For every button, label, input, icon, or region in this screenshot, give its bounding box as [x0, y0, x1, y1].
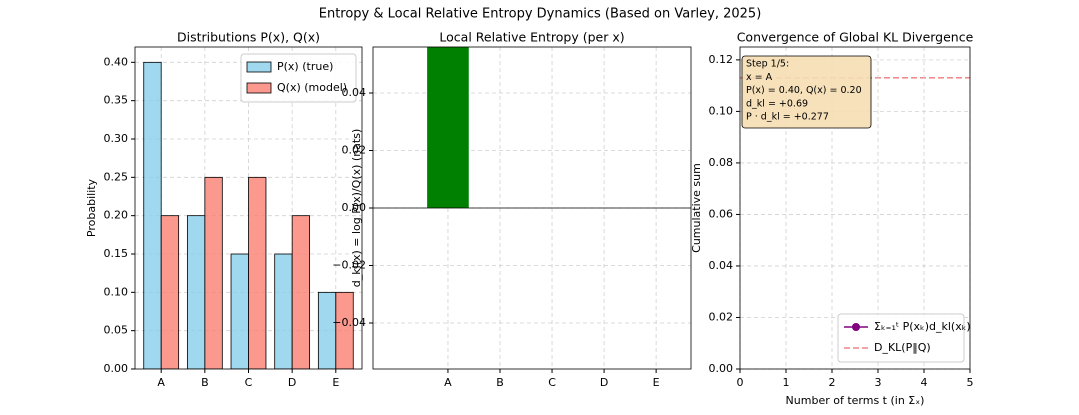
x-tick-label: 4	[921, 376, 928, 389]
y-axis-label: Cumulative sum	[690, 163, 703, 253]
chart-title: Distributions P(x), Q(x)	[177, 30, 320, 45]
x-tick-label: 5	[967, 376, 974, 389]
axes-frame	[134, 46, 363, 370]
x-tick-label: 3	[875, 376, 882, 389]
bar	[204, 176, 223, 369]
x-axis-label: Number of terms t (in Σₓ)	[786, 394, 925, 407]
annotation-text: P · d_kl = +0.277	[746, 112, 829, 123]
bar	[274, 253, 293, 369]
y-tick-label: 0.04	[709, 259, 734, 272]
bar	[186, 215, 206, 369]
y-tick-label: 0.10	[104, 285, 129, 298]
legend-label: D_KL(P‖Q)	[874, 341, 931, 354]
annotation-text: d_kl = +0.69	[746, 98, 808, 109]
x-tick-label: 2	[829, 376, 836, 389]
x-tick-label: C	[548, 376, 556, 389]
y-tick-label: 0.00	[709, 362, 734, 375]
bar	[317, 291, 337, 369]
x-tick-label: 1	[783, 376, 790, 389]
legend-box	[837, 313, 965, 363]
bar	[143, 61, 162, 369]
plot-area	[373, 47, 691, 369]
bar	[291, 215, 311, 369]
chart-title: Local Relative Entropy (per x)	[439, 30, 624, 45]
x-tick-label: D	[600, 376, 608, 389]
x-tick-label: B	[201, 376, 209, 389]
chart-title: Convergence of Global KL Divergence	[737, 30, 974, 45]
legend-label: P(x) (true)	[277, 60, 333, 73]
y-tick-label: 0.35	[104, 94, 129, 107]
figure-title: Entropy & Local Relative Entropy Dynamic…	[319, 7, 762, 22]
legend-label: Σₖ₌₁ᵗ P(xₖ)d_kl(xₖ)	[874, 320, 971, 333]
y-tick-label: 0.15	[104, 247, 129, 260]
y-tick-label: 0.00	[104, 362, 129, 375]
y-axis-label: d_kl(x) = log P(x)/Q(x) (nats)	[350, 129, 363, 288]
y-tick-label: 0.40	[104, 55, 129, 68]
y-tick-label: 0.06	[709, 207, 734, 220]
bar	[160, 215, 180, 369]
y-tick-label: 0.30	[104, 132, 129, 145]
x-tick-label: B	[496, 376, 504, 389]
x-tick-label: E	[332, 376, 339, 389]
legend-swatch	[246, 61, 272, 73]
y-tick-label: −0.02	[332, 259, 366, 272]
annotation-box	[741, 55, 872, 129]
axes-frame	[372, 46, 692, 370]
bar	[230, 253, 249, 369]
x-tick-label: C	[245, 376, 253, 389]
bar	[427, 47, 469, 208]
y-tick-label: 0.25	[104, 170, 129, 183]
legend-label: Q(x) (model)	[277, 81, 347, 94]
y-tick-label: 0.02	[342, 144, 367, 157]
annotation-text: Step 1/5:	[746, 59, 789, 70]
bar	[335, 291, 354, 369]
x-tick-label: E	[653, 376, 660, 389]
legend-swatch	[852, 323, 860, 331]
axes-frame	[739, 46, 971, 370]
y-tick-label: 0.10	[709, 104, 734, 117]
y-axis-label: Probability	[85, 178, 98, 237]
annotation-text: x = A	[746, 72, 773, 83]
x-tick-label: 0	[737, 376, 744, 389]
annotation-text: P(x) = 0.40, Q(x) = 0.20	[746, 85, 862, 96]
y-tick-label: 0.00	[342, 201, 367, 214]
legend-swatch	[246, 82, 272, 94]
x-tick-label: D	[288, 376, 296, 389]
y-tick-label: 0.02	[709, 310, 734, 323]
y-tick-label: 0.08	[709, 156, 734, 169]
y-tick-label: 0.04	[342, 86, 367, 99]
y-tick-label: 0.05	[104, 324, 129, 337]
x-tick-label: A	[157, 376, 165, 389]
x-tick-label: A	[444, 376, 452, 389]
plot-area	[143, 47, 354, 369]
y-tick-label: 0.12	[709, 53, 734, 66]
bar	[248, 176, 267, 369]
y-tick-label: −0.04	[332, 316, 366, 329]
y-tick-label: 0.20	[104, 209, 129, 222]
